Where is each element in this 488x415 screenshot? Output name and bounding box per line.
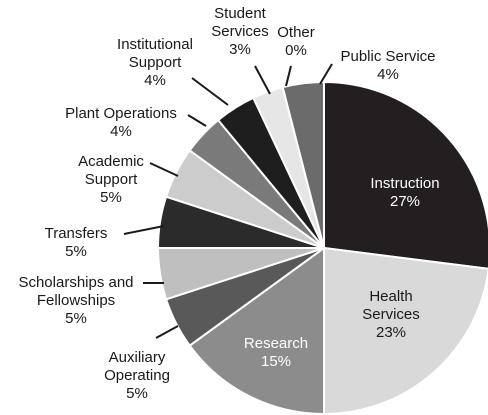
label-instruction-value: 27% <box>390 193 420 210</box>
label-other-name: Other <box>277 24 315 41</box>
slice-health-services <box>323 246 488 415</box>
leader-public-service <box>319 63 333 85</box>
label-student-services-name: Student <box>214 5 267 22</box>
label-transfers-name: Transfers <box>45 225 108 242</box>
pie-slices <box>156 80 488 415</box>
leader-transfers <box>123 225 165 235</box>
label-student-services-value: 3% <box>229 41 251 58</box>
label-scholarships-and-fellowships-name: Fellowships <box>37 292 115 309</box>
label-transfers-value: 5% <box>65 243 87 260</box>
label-research-value: 15% <box>261 353 291 370</box>
label-public-service-name: Public Service <box>340 48 435 65</box>
label-health-services-value: 23% <box>376 324 406 341</box>
leader-academic-support <box>149 162 179 177</box>
leader-other <box>285 65 292 87</box>
label-student-services-name: Services <box>211 23 269 40</box>
leader-student-services <box>254 65 271 95</box>
label-scholarships-and-fellowships-value: 5% <box>65 310 87 327</box>
label-health-services-name: Health <box>369 288 412 305</box>
label-public-service-value: 4% <box>377 66 399 83</box>
label-academic-support-name: Academic <box>78 153 144 170</box>
label-auxiliary-operating-name: Operating <box>104 367 170 384</box>
slice-labels: Instruction27%HealthServices23%Research1… <box>18 5 439 402</box>
label-academic-support-name: Support <box>85 171 138 188</box>
leader-auxiliary-operating <box>155 325 179 339</box>
label-institutional-support-name: Support <box>129 54 182 71</box>
label-institutional-support-value: 4% <box>144 72 166 89</box>
label-auxiliary-operating-name: Auxiliary <box>109 349 166 366</box>
label-academic-support-value: 5% <box>100 189 122 206</box>
label-plant-operations-value: 4% <box>110 123 132 140</box>
label-health-services-name: Services <box>362 306 420 323</box>
label-research-name: Research <box>244 335 308 352</box>
label-scholarships-and-fellowships-name: Scholarships and <box>18 274 133 291</box>
label-institutional-support-name: Institutional <box>117 36 193 53</box>
slice-public-service <box>281 80 325 249</box>
leader-institutional-support <box>191 77 229 106</box>
label-auxiliary-operating-value: 5% <box>126 385 148 402</box>
leader-lines <box>123 63 333 339</box>
leader-plant-operations <box>187 114 207 127</box>
slice-research <box>188 246 325 415</box>
label-instruction-name: Instruction <box>370 175 439 192</box>
label-plant-operations-name: Plant Operations <box>65 105 177 122</box>
label-other-value: 0% <box>285 42 307 59</box>
slice-instruction <box>323 80 488 270</box>
